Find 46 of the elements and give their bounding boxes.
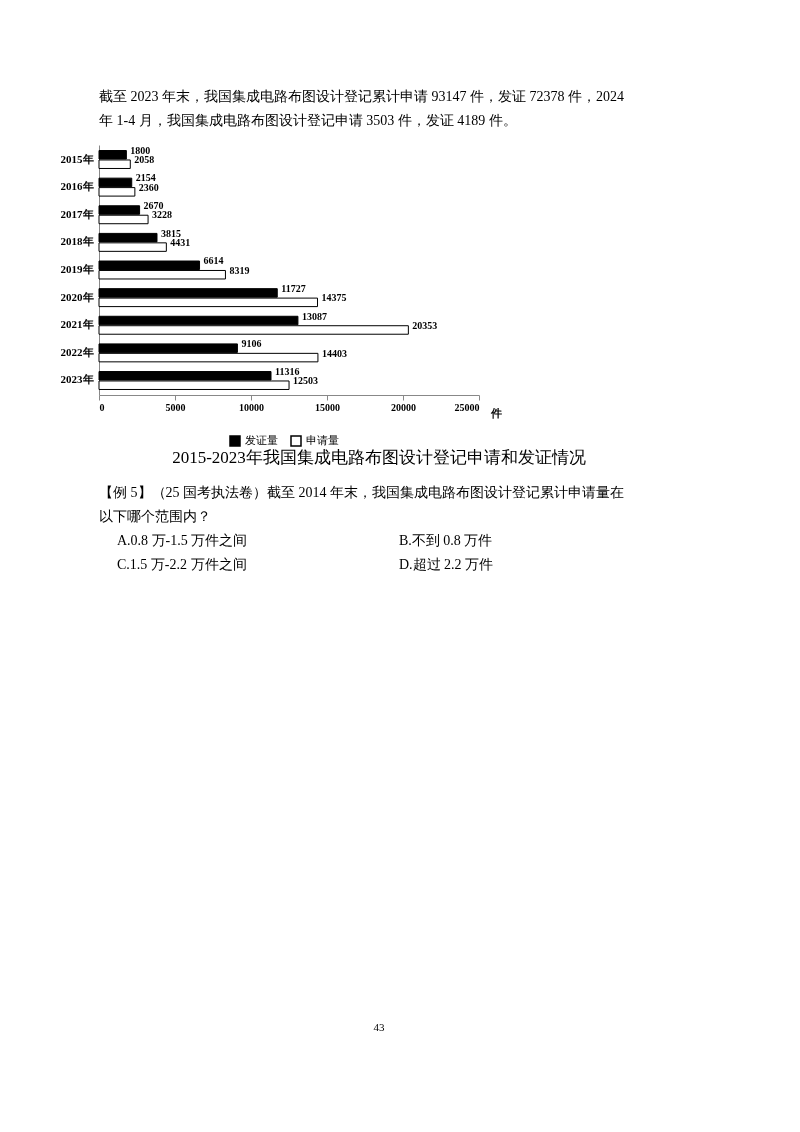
text: C.1.5 万-2.2 万件之间 xyxy=(117,557,247,572)
data-label: 2154 xyxy=(135,172,156,184)
data-label: 2360 xyxy=(138,181,159,193)
data-label: 11316 xyxy=(275,365,300,377)
data-label: 14403 xyxy=(321,347,347,359)
data-label: 13087 xyxy=(301,310,327,322)
y-tick-label: 2022年 xyxy=(60,345,94,358)
text: 以下哪个范围内？ xyxy=(99,509,211,524)
x-tick-label: 25000 xyxy=(454,401,480,413)
x-tick-label: 5000 xyxy=(165,401,186,413)
data-label: 3228 xyxy=(152,209,173,221)
y-tick-label: 2018年 xyxy=(60,235,94,248)
x-tick-label: 10000 xyxy=(239,401,264,413)
data-label: 8319 xyxy=(229,264,250,276)
y-tick-label: 2016年 xyxy=(60,180,94,193)
text: 2015-2023年我国集成电路布图设计登记申请和发证情况 xyxy=(172,448,586,467)
y-tick-label: 2017年 xyxy=(60,207,94,220)
y-tick-label: 2020年 xyxy=(60,290,94,303)
data-label: 4431 xyxy=(170,237,191,249)
y-tick-label: 2021年 xyxy=(60,318,94,331)
data-label: 12503 xyxy=(293,375,319,387)
data-label: 6614 xyxy=(203,255,224,267)
legend-label: 申请量 xyxy=(306,434,339,446)
text: A.0.8 万-1.5 万件之间 xyxy=(117,533,248,548)
data-label: 1800 xyxy=(130,144,151,156)
data-label: 20353 xyxy=(412,319,438,331)
text: 43 xyxy=(373,1021,385,1033)
data-label: 3815 xyxy=(160,227,181,239)
x-axis-title: 件 xyxy=(489,406,502,419)
x-tick-label: 20000 xyxy=(391,401,416,413)
text: B.不到 0.8 万件 xyxy=(399,533,493,548)
legend-label: 发证量 xyxy=(245,434,278,446)
data-label: 9106 xyxy=(241,338,262,350)
y-tick-label: 2023年 xyxy=(60,373,94,386)
data-label: 2670 xyxy=(143,200,164,212)
y-tick-label: 2015年 xyxy=(60,152,94,165)
text: D.超过 2.2 万件 xyxy=(399,557,494,572)
data-label: 14375 xyxy=(321,292,347,304)
text: 截至 2023 年末，我国集成电路布图设计登记累计申请 93147 件，发证 72378 件，2024 xyxy=(99,89,624,104)
data-label: 2058 xyxy=(134,154,155,166)
text: 年 1-4 月，我国集成电路布图设计登记申请 3503 件，发证 4189 件。 xyxy=(99,113,517,128)
y-tick-label: 2019年 xyxy=(60,263,94,275)
text: 【例 5】（25 国考执法卷）截至 2014 年末，我国集成电路布图设计登记累计申请量在 xyxy=(99,485,624,500)
x-tick-label: 15000 xyxy=(315,401,340,413)
x-tick-label: 0 xyxy=(99,401,105,413)
data-label: 11727 xyxy=(281,282,306,294)
